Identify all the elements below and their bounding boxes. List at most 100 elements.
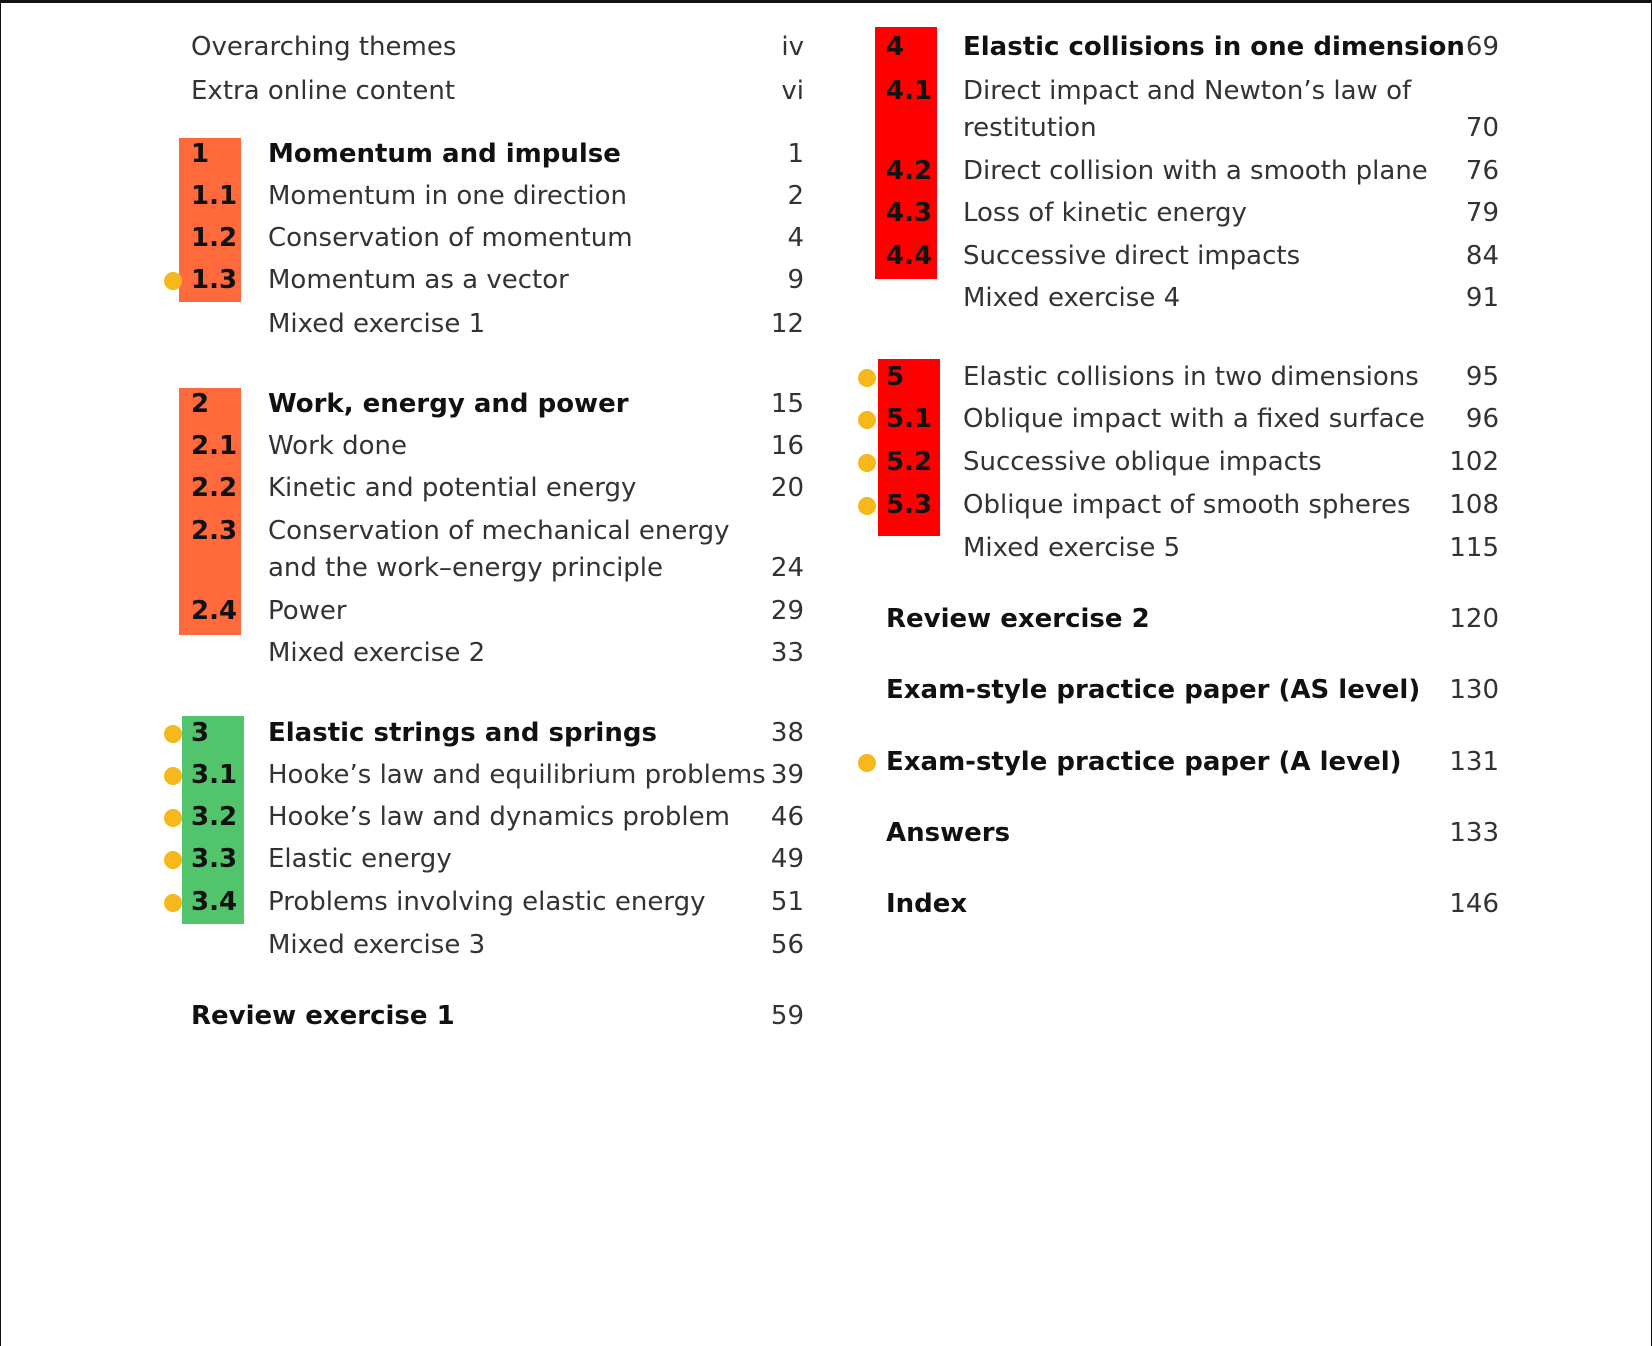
toc-entry-page: 9 [787,265,804,295]
toc-entry-page: 56 [770,930,804,960]
toc-entry-title: Loss of kinetic energy [963,198,1247,228]
toc-entry-title: Index [886,889,968,919]
toc-entry-page: 131 [1449,747,1499,777]
toc-entry-page: 96 [1465,404,1499,434]
toc-entry-page: 29 [770,596,804,626]
toc-entry-title: Review exercise 1 [191,1001,455,1031]
toc-entry-page: 120 [1449,604,1499,634]
toc-entry-page: 133 [1449,818,1499,848]
toc-entry-title: Mixed exercise 3 [268,930,486,960]
toc-entry-title: Elastic strings and springs [268,718,657,748]
toc-entry-page: 16 [770,431,804,461]
chapter-3-color-block [182,716,244,924]
toc-entry-page: 24 [770,553,804,583]
toc-entry-title: Successive oblique impacts [963,447,1322,477]
section-number: 2.3 [191,516,238,546]
toc-entry-title: Review exercise 2 [886,604,1150,634]
toc-entry-title: Oblique impact with a fixed surface [963,404,1425,434]
toc-entry-title: Work, energy and power [268,389,629,419]
toc-entry-page: 33 [770,638,804,668]
section-number: 3.4 [191,887,238,917]
toc-entry-title: Mixed exercise 1 [268,309,486,339]
toc-entry-page: 146 [1449,889,1499,919]
toc-entry-title-continued: and the work–energy principle [268,553,664,583]
toc-entry-page: 2 [787,181,804,211]
section-number: 4.2 [886,156,933,186]
toc-entry-page: vi [781,76,804,106]
chapter-number: 3 [191,718,210,748]
toc-entry-title: Answers [886,818,1011,848]
toc-entry-title: Exam-style practice paper (A level) [886,747,1402,777]
toc-entry-page: 51 [770,887,804,917]
toc-entry-page: 79 [1465,198,1499,228]
toc-entry-page: 115 [1449,533,1499,563]
section-number: 1.3 [191,265,238,295]
toc-entry-title: Momentum in one direction [268,181,627,211]
section-number: 2.1 [191,431,238,461]
toc-entry-page: iv [781,32,804,62]
marker-dot-icon [164,725,182,743]
toc-entry-page: 102 [1449,447,1499,477]
marker-dot-icon [858,497,876,515]
section-number: 5.2 [886,447,933,477]
toc-entry-title: Mixed exercise 2 [268,638,486,668]
marker-dot-icon [164,851,182,869]
chapter-4-color-block [875,27,937,279]
toc-entry-title: Conservation of momentum [268,223,633,253]
section-number: 3.1 [191,760,238,790]
toc-entry-title: Exam-style practice paper (AS level) [886,675,1421,705]
toc-entry-title: Hooke’s law and dynamics problem [268,802,730,832]
marker-dot-icon [858,369,876,387]
toc-entry-page: 39 [770,760,804,790]
section-number: 1.2 [191,223,238,253]
toc-entry-page: 49 [770,844,804,874]
toc-entry-page: 46 [770,802,804,832]
marker-dot-icon [164,894,182,912]
toc-entry-title: Overarching themes [191,32,457,62]
toc-entry-page: 69 [1465,32,1499,62]
chapter-2-color-block [179,388,241,635]
toc-entry-title: Oblique impact of smooth spheres [963,490,1411,520]
toc-entry-page: 1 [787,139,804,169]
toc-entry-title: Mixed exercise 5 [963,533,1181,563]
marker-dot-icon [164,272,182,290]
chapter-number: 2 [191,389,210,419]
toc-entry-title: Mixed exercise 4 [963,283,1181,313]
chapter-5-color-block [878,359,940,536]
toc-entry-page: 76 [1465,156,1499,186]
chapter-number: 4 [886,32,905,62]
section-number: 3.3 [191,844,238,874]
toc-entry-title: Direct impact and Newton’s law of [963,76,1412,106]
toc-entry-title: Elastic collisions in two dimensions [963,362,1419,392]
toc-entry-title: Direct collision with a smooth plane [963,156,1428,186]
toc-entry-page: 15 [770,389,804,419]
toc-entry-page: 20 [770,473,804,503]
toc-entry-title: Successive direct impacts [963,241,1301,271]
marker-dot-icon [858,754,876,772]
chapter-number: 5 [886,362,905,392]
toc-entry-title: Power [268,596,347,626]
section-number: 1.1 [191,181,238,211]
chapter-number: 1 [191,139,210,169]
toc-entry-page: 70 [1465,113,1499,143]
toc-entry-page: 108 [1449,490,1499,520]
toc-entry-title: Momentum and impulse [268,139,621,169]
marker-dot-icon [858,411,876,429]
toc-entry-page: 38 [770,718,804,748]
chapter-1-color-block [179,138,241,302]
section-number: 5.1 [886,404,933,434]
toc-entry-title: Elastic collisions in one dimension [963,32,1465,62]
toc-entry-title: Extra online content [191,76,456,106]
section-number: 5.3 [886,490,933,520]
toc-entry-page: 84 [1465,241,1499,271]
toc-entry-page: 95 [1465,362,1499,392]
toc-entry-page: 130 [1449,675,1499,705]
marker-dot-icon [164,767,182,785]
section-number: 3.2 [191,802,238,832]
toc-entry-title: Momentum as a vector [268,265,569,295]
marker-dot-icon [858,454,876,472]
toc-entry-page: 59 [770,1001,804,1031]
toc-entry-title: Conservation of mechanical energy [268,516,730,546]
toc-entry-title-continued: restitution [963,113,1097,143]
section-number: 2.2 [191,473,238,503]
